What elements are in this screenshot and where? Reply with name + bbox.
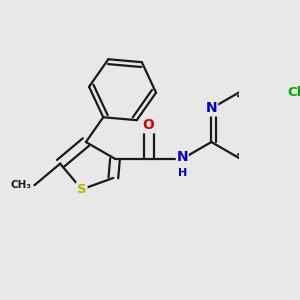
Text: N: N [176, 150, 188, 164]
Text: S: S [77, 183, 87, 196]
Text: O: O [143, 118, 154, 132]
Text: N: N [206, 101, 217, 116]
Text: CH₃: CH₃ [11, 180, 32, 190]
Text: Cl: Cl [287, 86, 300, 99]
Text: H: H [178, 168, 187, 178]
